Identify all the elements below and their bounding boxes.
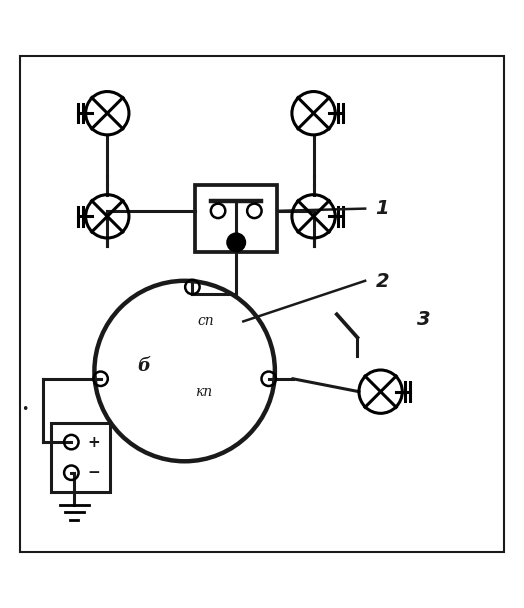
Text: 3: 3 (417, 310, 430, 329)
Text: 1: 1 (376, 199, 389, 218)
Text: сп: сп (198, 314, 214, 328)
Text: 2: 2 (376, 272, 389, 291)
Text: кп: кп (195, 385, 212, 399)
Text: •: • (21, 403, 28, 416)
Text: +: + (87, 435, 100, 449)
Circle shape (227, 233, 246, 252)
FancyBboxPatch shape (51, 423, 110, 492)
Text: б: б (137, 357, 150, 375)
FancyBboxPatch shape (195, 185, 278, 252)
Text: −: − (87, 465, 100, 480)
